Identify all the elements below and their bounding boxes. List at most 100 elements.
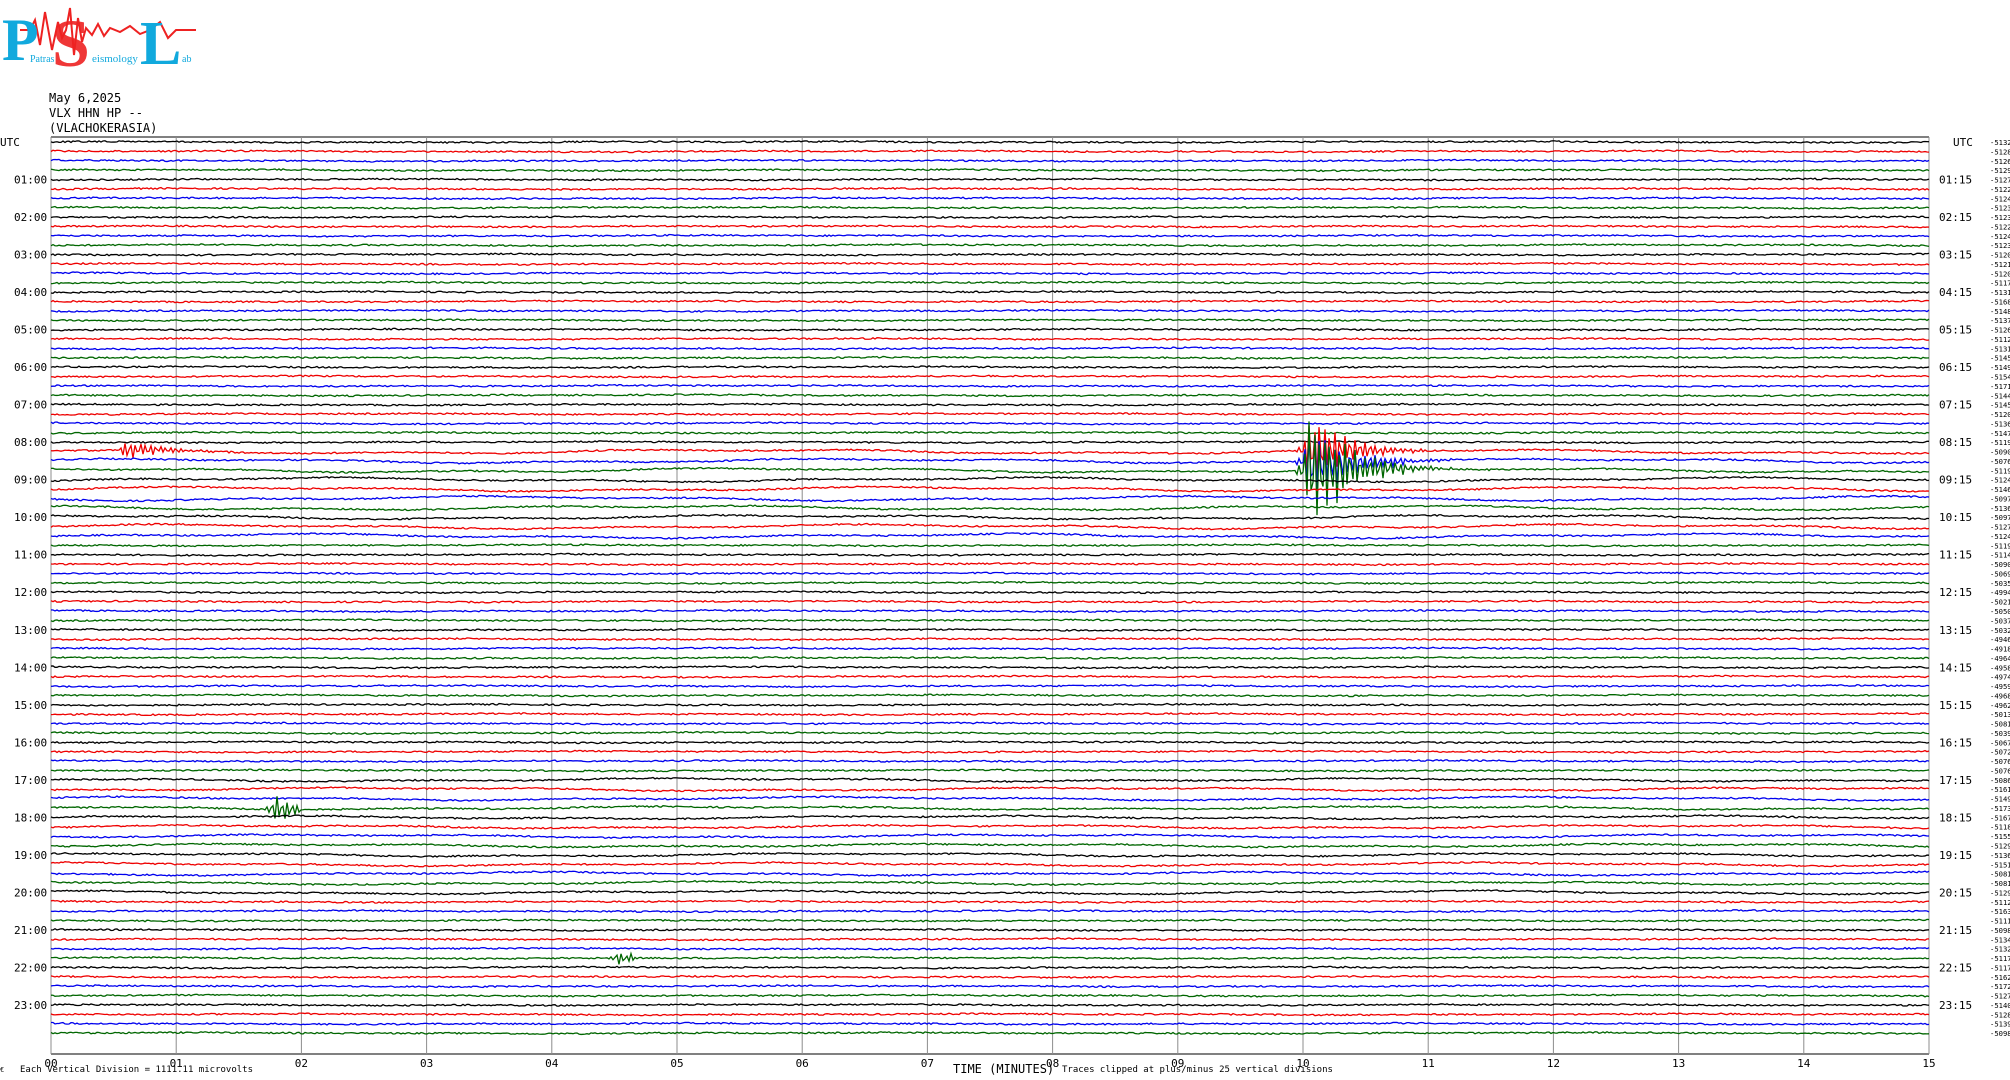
left-hour-label: 05:00	[14, 324, 47, 337]
trace-offset-label: -5151	[1990, 860, 2010, 869]
trace-offset-label: -5097	[1990, 494, 2010, 503]
seismic-trace	[50, 224, 1930, 229]
right-hour-label: 17:15	[1939, 774, 1972, 787]
trace-offset-label: -5069	[1990, 569, 2010, 578]
right-hour-label: 03:15	[1939, 249, 1972, 262]
trace-offset-label: -4968	[1990, 691, 2010, 700]
seismic-trace	[50, 440, 1930, 445]
right-hour-label: 05:15	[1939, 324, 1972, 337]
left-hour-label: 17:00	[14, 774, 47, 787]
seismic-trace	[50, 355, 1930, 360]
trace-offset-label: -5081	[1990, 870, 2010, 879]
trace-offset-label: -5117	[1990, 279, 2010, 288]
trace-offset-label: -5112	[1990, 335, 2010, 344]
footer-corner-mark: €	[0, 1066, 5, 1074]
trace-offset-label: -5118	[1990, 823, 2010, 832]
seismic-trace	[50, 571, 1930, 576]
left-hour-label: 14:00	[14, 661, 47, 674]
left-hour-label: 02:00	[14, 211, 47, 224]
seismic-trace	[50, 851, 1930, 858]
trace-offset-label: -5128	[1990, 147, 2010, 156]
trace-offset-label: -5126	[1990, 326, 2010, 335]
seismic-trace	[50, 768, 1930, 773]
seismic-trace	[50, 177, 1930, 182]
trace-offset-label: -5072	[1990, 748, 2010, 757]
x-tick-label: 10	[1296, 1057, 1309, 1070]
header-date: May 6,2025	[49, 91, 122, 105]
seismic-trace	[50, 336, 1930, 341]
seismic-trace	[50, 918, 1930, 923]
right-axis-title: UTC	[1953, 136, 1973, 149]
trace-offset-label: -5120	[1990, 410, 2010, 419]
seismic-trace	[50, 271, 1930, 276]
trace-offset-label: -5117	[1990, 954, 2010, 963]
left-hour-label: 01:00	[14, 174, 47, 187]
seismic-trace	[50, 740, 1930, 745]
right-hour-label: 04:15	[1939, 286, 1972, 299]
logo-word-patras: Patras	[30, 54, 55, 65]
x-tick-label: 11	[1422, 1057, 1435, 1070]
trace-offset-label: -5121	[1990, 260, 2010, 269]
left-hour-label: 07:00	[14, 399, 47, 412]
left-hour-label: 12:00	[14, 586, 47, 599]
right-hour-label: 01:15	[1939, 174, 1972, 187]
header-location: (VLACHOKERASIA)	[49, 121, 158, 135]
x-tick-label: 09	[1171, 1057, 1184, 1070]
seismic-trace	[50, 974, 1930, 979]
seismic-trace	[50, 205, 1930, 210]
seismic-trace	[50, 721, 1930, 726]
seismic-trace	[50, 984, 1930, 989]
seismic-trace	[50, 318, 1930, 323]
trace-offset-label: -5128	[1990, 1010, 2010, 1019]
seismic-trace	[50, 965, 1930, 970]
trace-offset-label: -5126	[1990, 157, 2010, 166]
trace-offset-label: -5090	[1990, 448, 2010, 457]
seismic-trace	[50, 749, 1930, 754]
seismic-trace	[50, 243, 1930, 248]
right-hour-label: 21:15	[1939, 924, 1972, 937]
x-tick-label: 07	[921, 1057, 934, 1070]
left-hour-label: 08:00	[14, 436, 47, 449]
trace-offset-label: -5097	[1990, 513, 2010, 522]
seismic-trace	[50, 383, 1930, 388]
trace-offset-label: -5132	[1990, 138, 2010, 147]
logo-word-lab: ab	[182, 54, 191, 65]
left-hour-label: 11:00	[14, 549, 47, 562]
right-hour-label: 20:15	[1939, 886, 1972, 899]
trace-offset-label: -5086	[1990, 776, 2010, 785]
trace-offset-label: -5098	[1990, 926, 2010, 935]
trace-offset-label: -5123	[1990, 213, 2010, 222]
trace-offset-label: -5013	[1990, 710, 2010, 719]
seismic-trace	[50, 795, 1930, 802]
trace-offset-label: -5132	[1990, 945, 2010, 954]
seismic-trace	[50, 299, 1930, 304]
seismic-trace	[50, 522, 1930, 531]
trace-offset-label: -5081	[1990, 720, 2010, 729]
trace-offset-label: -5139	[1990, 1020, 2010, 1029]
trace-offset-label: -5163	[1990, 907, 2010, 916]
seismic-trace	[50, 475, 1930, 484]
seismic-trace	[50, 590, 1930, 595]
trace-offset-label: -5136	[1990, 504, 2010, 513]
seismic-trace	[50, 759, 1930, 764]
trace-offset-label: -5137	[1990, 316, 2010, 325]
seismic-trace	[50, 149, 1930, 154]
trace-group	[50, 140, 1930, 1036]
seismic-trace	[50, 504, 1930, 512]
seismic-trace	[50, 702, 1930, 707]
seismic-trace	[50, 899, 1930, 904]
seismic-trace	[50, 425, 1930, 477]
right-hour-label: 15:15	[1939, 699, 1972, 712]
seismic-trace	[50, 618, 1930, 623]
left-hour-label: 18:00	[14, 811, 47, 824]
seismic-trace	[50, 814, 1930, 821]
trace-offset-label: -5136	[1990, 419, 2010, 428]
trace-offset-label: -5149	[1990, 363, 2010, 372]
trace-offset-label: -5136	[1990, 851, 2010, 860]
seismic-trace	[50, 308, 1930, 313]
seismic-trace	[50, 946, 1930, 951]
trace-offset-label: -4962	[1990, 701, 2010, 710]
right-hour-label: 08:15	[1939, 436, 1972, 449]
left-hour-label: 09:00	[14, 474, 47, 487]
